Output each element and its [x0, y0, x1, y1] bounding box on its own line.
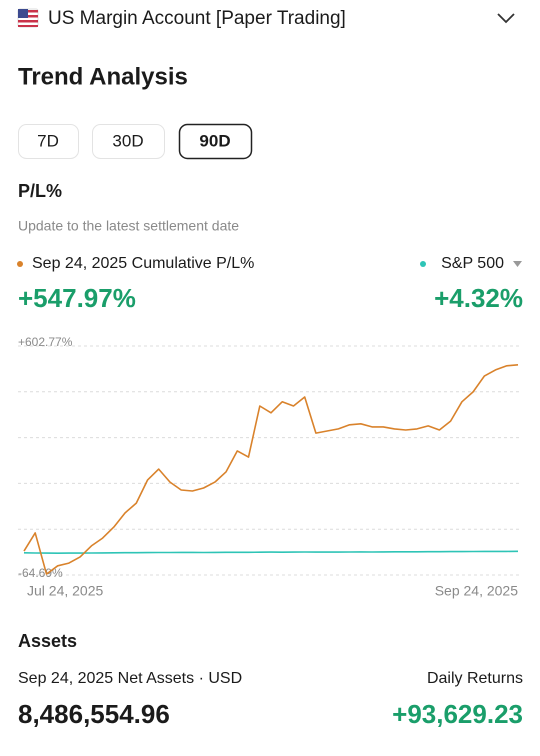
data-line: [23, 364, 519, 575]
benchmark-dropdown[interactable]: [513, 261, 522, 267]
period-button[interactable]: [178, 123, 253, 160]
period-button[interactable]: [18, 124, 79, 159]
period-label[interactable]: 7D: [37, 131, 59, 150]
net-assets-label: Sep 24, 2025 Net Assets · USD: [18, 670, 242, 687]
y-tick-label: -64.69%: [18, 566, 63, 580]
period-button[interactable]: [92, 124, 165, 159]
net-assets-value: 8,486,554.96: [18, 699, 170, 729]
period-label[interactable]: 30D: [112, 131, 143, 150]
legend-entry: Sep 24, 2025 Cumulative P/L%: [32, 255, 254, 272]
daily-returns-label: Daily Returns: [427, 670, 523, 687]
period-label[interactable]: 90D: [199, 131, 230, 150]
account-name[interactable]: US Margin Account [Paper Trading]: [48, 8, 346, 29]
daily-returns-value: +93,629.23: [392, 699, 523, 729]
section-title: Trend Analysis: [18, 63, 188, 90]
x-tick-label: Jul 24, 2025: [27, 583, 103, 599]
data-line: [23, 550, 519, 554]
legend-dot: [17, 261, 23, 267]
assets-title: Assets: [18, 631, 77, 651]
dropdown-chevron[interactable]: [497, 13, 515, 24]
legend-entry[interactable]: S&P 500: [441, 255, 504, 272]
pl-note: Update to the latest settlement date: [18, 218, 239, 234]
legend-dot: [420, 261, 426, 267]
y-tick-label: +602.77%: [18, 335, 73, 349]
flag-icon: [17, 8, 39, 28]
pl-value: +547.97%: [18, 283, 136, 313]
x-tick-label: Sep 24, 2025: [435, 583, 519, 599]
benchmark-value: +4.32%: [434, 283, 523, 313]
pl-title: P/L%: [18, 181, 62, 201]
